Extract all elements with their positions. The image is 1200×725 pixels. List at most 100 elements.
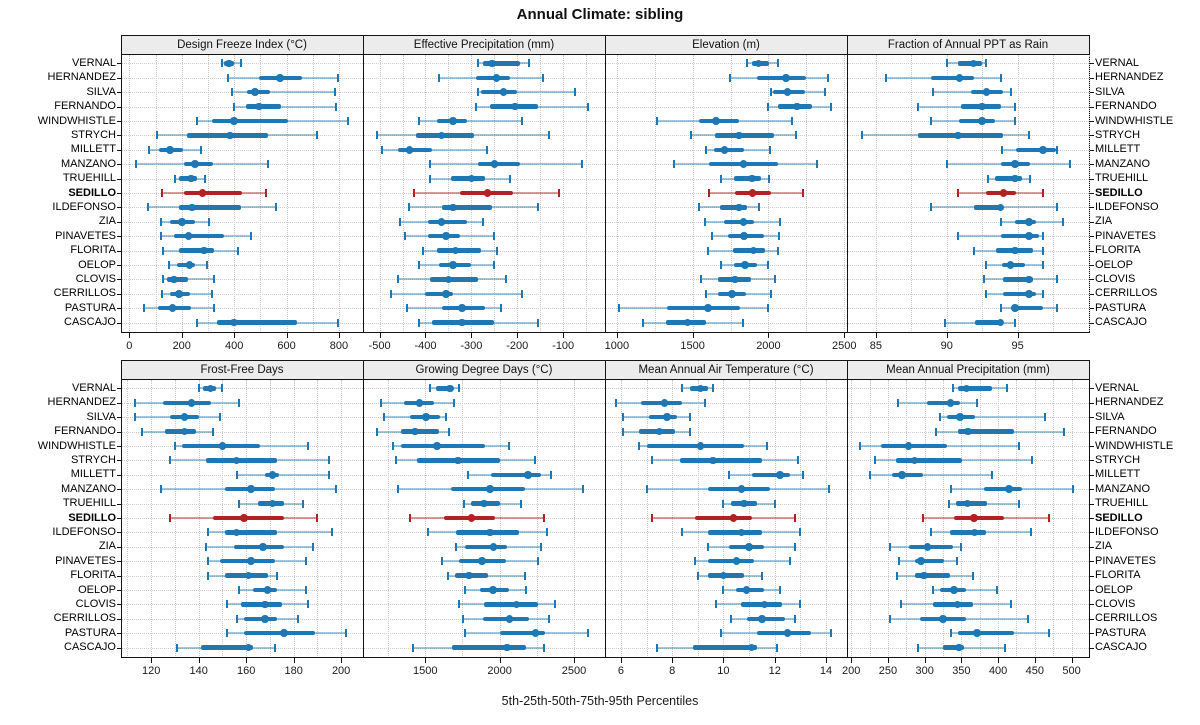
median-dot — [255, 102, 263, 111]
median-dot — [442, 290, 450, 298]
axis-tick — [774, 657, 776, 663]
whisker-cap-low — [464, 629, 467, 638]
whisker-cap-low — [944, 318, 947, 327]
median-dot — [247, 557, 255, 565]
row-tick-left — [116, 236, 121, 238]
station-label-right-hernandez: HERNANDEZ — [1095, 396, 1164, 409]
whisker-cap-low — [429, 174, 432, 183]
iqr-box — [892, 472, 924, 478]
whisker-cap-low — [457, 600, 460, 609]
gridline-vertical — [425, 379, 427, 656]
median-dot — [996, 203, 1005, 212]
median-dot — [964, 427, 972, 436]
whisker-cap-high — [495, 246, 498, 255]
gridline-horizontal — [121, 149, 363, 151]
whisker-cap-high — [768, 174, 771, 183]
axis-tick — [425, 657, 427, 663]
axis-tick-label: 200 — [172, 339, 191, 352]
median-dot — [200, 246, 208, 255]
row-tick-left — [116, 164, 121, 166]
row-tick-left — [116, 388, 121, 390]
median-dot — [1011, 304, 1019, 312]
whisker-cap-high — [801, 470, 804, 479]
whisker-cap-low — [169, 514, 172, 522]
axis-tick-label: 800 — [329, 339, 349, 352]
whisker-cap-high — [689, 413, 692, 422]
gridline-horizontal — [121, 193, 363, 194]
median-dot — [748, 189, 757, 197]
iqr-box — [224, 530, 278, 535]
iqr-box — [692, 645, 757, 650]
row-tick-right — [1089, 63, 1094, 65]
median-dot — [191, 160, 199, 168]
panel-header-design-freeze-index: Design Freeze Index (°C) — [120, 34, 364, 55]
iqr-box — [733, 176, 761, 181]
whisker-cap-low — [728, 73, 731, 82]
gridline-vertical — [540, 54, 542, 331]
iqr-box — [975, 320, 1004, 325]
whisker-cap-low — [945, 59, 948, 68]
station-label-right-silva: SILVA — [1095, 85, 1125, 98]
iqr-box — [957, 630, 1014, 636]
whisker-line — [478, 91, 575, 94]
whisker-cap-low — [614, 398, 617, 407]
gridline-horizontal — [605, 417, 847, 419]
median-dot — [187, 399, 196, 407]
whisker-cap-low — [411, 643, 414, 652]
gridline-vertical — [379, 54, 381, 331]
axis-tick — [825, 657, 827, 663]
iqr-box — [950, 530, 986, 535]
station-label-right-manzano: MANZANO — [1095, 482, 1150, 495]
whisker-cap-high — [758, 203, 761, 212]
iqr-box — [400, 429, 439, 434]
whisker-cap-low — [395, 456, 398, 465]
iqr-box — [724, 219, 755, 225]
whisker-cap-low — [681, 384, 684, 393]
row-tick-right — [1089, 431, 1094, 433]
iqr-box — [915, 558, 944, 564]
median-dot — [696, 384, 705, 393]
station-label-right-cerrillos: CERRILLOS — [1095, 612, 1158, 625]
whisker-cap-high — [520, 117, 523, 125]
whisker-cap-high — [774, 275, 777, 284]
whisker-cap-high — [1042, 232, 1045, 241]
panel-header-elevation: Elevation (m) — [604, 34, 848, 55]
whisker-cap-low — [972, 246, 975, 255]
row-tick-left — [116, 92, 121, 94]
gridline-horizontal — [121, 265, 363, 266]
whisker-cap-high — [536, 557, 539, 566]
row-tick-left — [116, 590, 121, 591]
gridline-vertical — [730, 54, 732, 331]
station-label-right-cascajo: CASCAJO — [1095, 316, 1147, 329]
median-dot — [996, 318, 1005, 327]
median-dot — [969, 59, 978, 68]
gridline-vertical — [174, 379, 176, 656]
gridline-horizontal — [847, 308, 1089, 310]
gridline-horizontal — [121, 279, 363, 281]
whisker-cap-low — [986, 174, 989, 183]
gridline-vertical — [620, 379, 622, 656]
axis-tick — [286, 332, 288, 338]
whisker-cap-high — [204, 174, 207, 183]
median-dot — [437, 131, 446, 140]
row-tick-right — [1089, 417, 1094, 419]
iqr-box — [500, 630, 545, 636]
whisker-cap-low — [637, 442, 640, 450]
whisker-cap-high — [1044, 413, 1047, 422]
median-dot — [660, 399, 669, 407]
whisker-cap-high — [237, 246, 240, 255]
row-tick-left — [116, 135, 121, 137]
iqr-box — [1003, 291, 1037, 297]
whisker-cap-low — [408, 203, 411, 212]
row-tick-left — [116, 221, 121, 223]
median-dot — [280, 629, 288, 637]
gridline-horizontal — [847, 474, 1089, 476]
gridline-horizontal — [121, 618, 363, 620]
median-dot — [917, 557, 925, 565]
median-dot — [973, 629, 981, 637]
median-dot — [185, 261, 194, 269]
panel-header-growing-degree-days: Growing Degree Days (°C) — [362, 359, 606, 380]
axis-tick — [151, 657, 153, 663]
whisker-cap-low — [656, 117, 659, 125]
gridline-vertical — [869, 379, 871, 656]
